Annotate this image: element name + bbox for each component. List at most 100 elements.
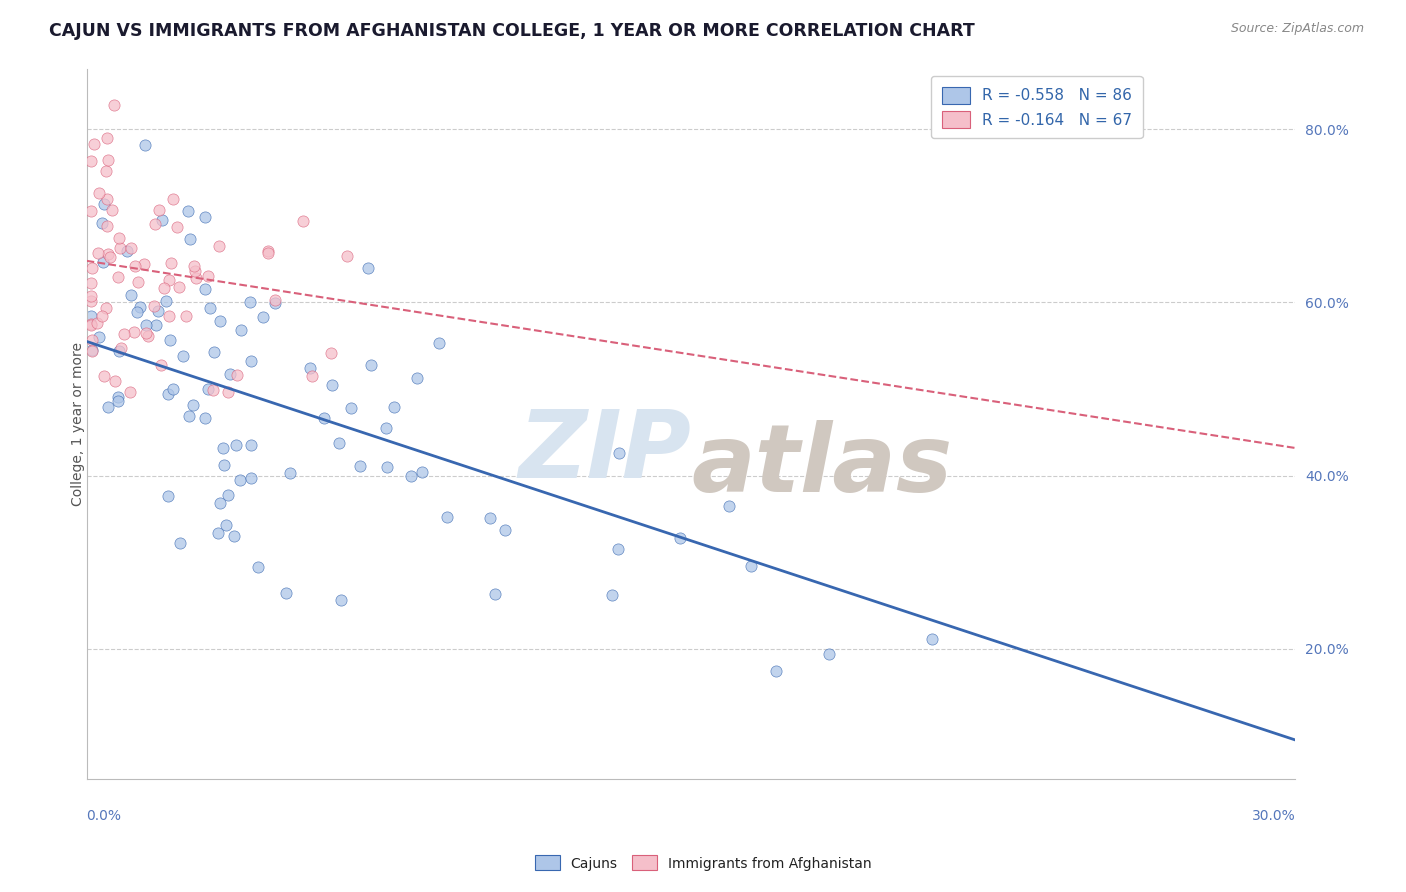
Point	[360, 359, 382, 373]
Point	[97, 401, 120, 415]
Point	[155, 294, 177, 309]
Point	[146, 304, 169, 318]
Point	[301, 368, 323, 383]
Point	[79, 288, 101, 302]
Point	[145, 318, 167, 332]
Point	[179, 232, 201, 246]
Point	[291, 214, 314, 228]
Point	[104, 375, 127, 389]
Point	[142, 299, 165, 313]
Point	[120, 384, 142, 399]
Point	[240, 438, 263, 452]
Point	[79, 318, 101, 333]
Point	[79, 153, 101, 168]
Point	[219, 367, 242, 381]
Point	[80, 333, 103, 347]
Point	[765, 665, 787, 679]
Point	[321, 377, 343, 392]
Point	[83, 137, 105, 152]
Point	[207, 526, 229, 541]
Point	[184, 264, 207, 278]
Point	[197, 269, 219, 284]
Point	[120, 288, 142, 302]
Point	[246, 560, 269, 574]
Point	[97, 246, 120, 260]
Point	[217, 488, 239, 502]
Point	[204, 345, 226, 359]
Point	[79, 309, 101, 323]
Point	[91, 254, 114, 268]
Point	[484, 587, 506, 601]
Legend: R = -0.558   N = 86, R = -0.164   N = 67: R = -0.558 N = 86, R = -0.164 N = 67	[931, 76, 1143, 138]
Point	[107, 390, 129, 404]
Point	[134, 138, 156, 153]
Point	[107, 269, 129, 284]
Point	[128, 300, 150, 314]
Point	[328, 436, 350, 450]
Point	[174, 310, 197, 324]
Point	[135, 318, 157, 333]
Point	[194, 410, 217, 425]
Point	[110, 341, 132, 355]
Point	[184, 271, 207, 285]
Point	[278, 466, 301, 480]
Point	[357, 260, 380, 275]
Point	[177, 409, 200, 423]
Point	[162, 382, 184, 396]
Point	[108, 343, 131, 358]
Point	[112, 326, 135, 341]
Point	[120, 241, 142, 255]
Point	[257, 246, 280, 260]
Point	[87, 330, 110, 344]
Point	[162, 193, 184, 207]
Point	[668, 531, 690, 545]
Text: Source: ZipAtlas.com: Source: ZipAtlas.com	[1230, 22, 1364, 36]
Point	[264, 296, 287, 310]
Point	[157, 309, 180, 323]
Point	[127, 305, 149, 319]
Point	[264, 293, 287, 307]
Point	[600, 588, 623, 602]
Point	[143, 217, 166, 231]
Point	[208, 238, 231, 252]
Point	[87, 186, 110, 201]
Point	[239, 295, 262, 310]
Point	[136, 329, 159, 343]
Point	[225, 438, 247, 452]
Point	[176, 204, 198, 219]
Point	[321, 345, 343, 359]
Point	[127, 275, 149, 289]
Point	[494, 523, 516, 537]
Point	[97, 153, 120, 167]
Point	[87, 246, 110, 260]
Point	[339, 401, 361, 416]
Point	[169, 536, 191, 550]
Text: 0.0%: 0.0%	[87, 809, 121, 823]
Text: ZIP: ZIP	[517, 406, 690, 498]
Point	[198, 301, 221, 315]
Point	[80, 276, 103, 290]
Point	[79, 203, 101, 218]
Y-axis label: College, 1 year or more: College, 1 year or more	[72, 342, 86, 506]
Point	[312, 410, 335, 425]
Point	[157, 489, 180, 503]
Point	[225, 368, 247, 382]
Point	[194, 210, 217, 224]
Point	[330, 593, 353, 607]
Point	[201, 383, 224, 397]
Point	[80, 293, 103, 308]
Point	[436, 509, 458, 524]
Point	[411, 465, 433, 479]
Point	[79, 318, 101, 332]
Legend: Cajuns, Immigrants from Afghanistan: Cajuns, Immigrants from Afghanistan	[529, 850, 877, 876]
Point	[115, 244, 138, 258]
Point	[157, 387, 180, 401]
Point	[96, 192, 118, 206]
Point	[157, 273, 180, 287]
Point	[382, 400, 405, 414]
Point	[110, 241, 132, 255]
Point	[336, 249, 359, 263]
Point	[172, 349, 194, 363]
Text: CAJUN VS IMMIGRANTS FROM AFGHANISTAN COLLEGE, 1 YEAR OR MORE CORRELATION CHART: CAJUN VS IMMIGRANTS FROM AFGHANISTAN COL…	[49, 22, 974, 40]
Point	[91, 309, 114, 323]
